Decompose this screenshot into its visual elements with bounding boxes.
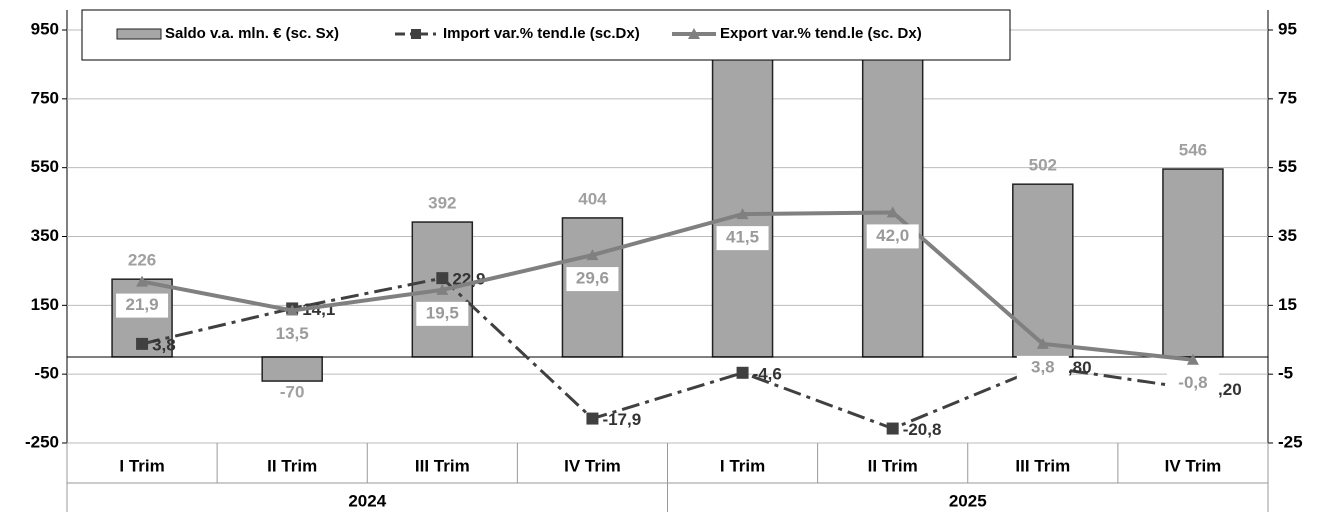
marker — [736, 366, 749, 379]
label-box — [266, 322, 319, 347]
export-label: 41,5 — [726, 228, 759, 247]
legend-swatch — [116, 28, 162, 40]
x-tick-label: III Trim — [415, 456, 470, 475]
legend-marker — [411, 29, 421, 39]
bar-label: 392 — [428, 194, 456, 213]
legend — [81, 9, 1011, 61]
marker — [436, 272, 449, 285]
label-box — [116, 293, 169, 318]
label-box — [1016, 355, 1069, 380]
x-tick-label: III Trim — [1015, 456, 1070, 475]
bar — [861, 10, 924, 358]
line — [141, 210, 1194, 362]
export-label: 19,5 — [426, 303, 459, 322]
import-label: -17,9 — [602, 410, 641, 429]
marker — [586, 249, 599, 261]
marker — [586, 412, 599, 425]
y-tick-label: -50 — [34, 364, 59, 383]
legend-label: Saldo v.a. mln. € (sc. Sx) — [165, 25, 339, 42]
label-box — [866, 224, 919, 249]
y2-tick-label: 35 — [1278, 226, 1297, 245]
x-tick-label: I Trim — [119, 456, 164, 475]
label-box — [716, 226, 769, 251]
export-label: 42,0 — [876, 226, 909, 245]
marker — [136, 275, 149, 287]
bar-label: 502 — [1029, 156, 1057, 175]
bar-label: 404 — [578, 189, 607, 208]
marker — [1186, 353, 1199, 365]
year-label: 2025 — [949, 491, 987, 510]
y2-tick-label: -25 — [1278, 432, 1303, 451]
y-tick-label: 150 — [31, 295, 59, 314]
export-label: 29,6 — [576, 269, 609, 288]
legend-label: Export var.% tend.le (sc. Dx) — [720, 25, 922, 42]
export-label: 13,5 — [276, 324, 309, 343]
bar — [711, 10, 774, 358]
marker — [286, 304, 299, 316]
export-label: -0,8 — [1178, 373, 1207, 392]
bar-label: 546 — [1179, 141, 1207, 160]
import-label: -20,8 — [903, 420, 942, 439]
marker — [886, 422, 899, 435]
x-tick-label: II Trim — [267, 456, 317, 475]
label-box — [416, 301, 469, 326]
legend-label: Import var.% tend.le (sc.Dx) — [443, 25, 640, 42]
x-tick-label: IV Trim — [1165, 456, 1222, 475]
y-tick-label: 950 — [31, 19, 59, 38]
export-label: 3,8 — [1031, 357, 1055, 376]
year-label: 2024 — [348, 491, 386, 510]
y2-tick-label: 75 — [1278, 88, 1297, 107]
bar — [261, 356, 323, 382]
marker — [1036, 337, 1049, 349]
x-tick-label: IV Trim — [564, 456, 621, 475]
y-tick-label: -250 — [25, 432, 59, 451]
y2-tick-label: -5 — [1278, 364, 1293, 383]
y2-tick-label: 55 — [1278, 157, 1297, 176]
marker — [436, 283, 449, 295]
bar-label: -70 — [280, 383, 305, 402]
bar — [1162, 168, 1224, 358]
y-tick-label: 550 — [31, 157, 59, 176]
import-label: -4,6 — [753, 364, 782, 383]
x-tick-label: I Trim — [720, 456, 765, 475]
legend-marker — [688, 28, 700, 39]
y-tick-label: 350 — [31, 226, 59, 245]
export-label: 21,9 — [126, 295, 159, 314]
marker — [136, 337, 149, 350]
bar-label: 226 — [128, 251, 156, 270]
marker — [736, 208, 749, 220]
label-box — [1166, 371, 1219, 396]
y2-tick-label: 95 — [1278, 19, 1297, 38]
y2-tick-label: 15 — [1278, 295, 1297, 314]
import-label: 3,8 — [152, 335, 176, 354]
bar — [1012, 183, 1074, 358]
label-box — [566, 267, 619, 292]
x-tick-label: II Trim — [868, 456, 918, 475]
y-tick-label: 750 — [31, 88, 59, 107]
marker — [886, 206, 899, 218]
